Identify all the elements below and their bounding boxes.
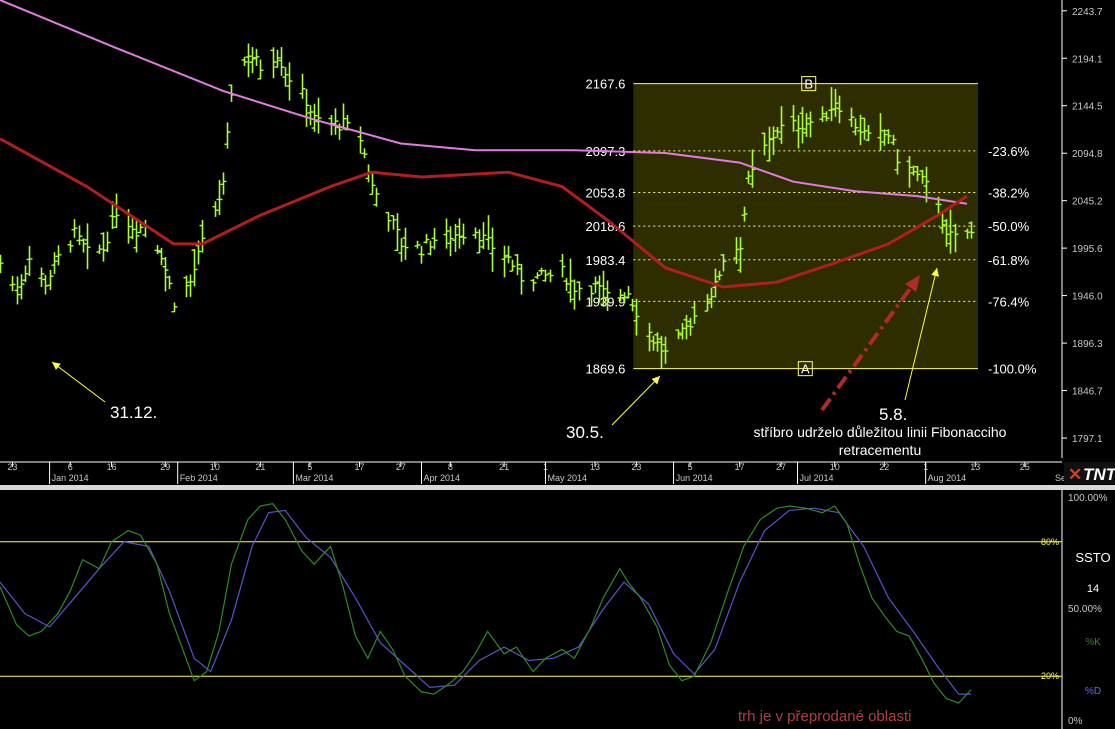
fib-price-label: 1939.9 <box>586 294 626 309</box>
date-axis-day-label: 22 <box>879 462 889 472</box>
oscillator-level-20-label: 20% <box>1041 671 1059 681</box>
annotation-comment-line2: retracementu <box>839 442 921 458</box>
price-axis-label: 2144.5 <box>1072 102 1103 113</box>
pane-separator <box>0 485 1115 490</box>
oscillator-name: SSTO <box>1075 550 1110 565</box>
oscillator-axis-top: 100.00% <box>1068 493 1108 504</box>
fib-point-b-box <box>801 76 817 92</box>
oscillator-level-80-label: 80% <box>1041 537 1059 547</box>
fib-price-label: 2053.8 <box>586 185 626 200</box>
price-axis-label: 1846.7 <box>1072 387 1103 398</box>
price-annotations: 31.12. 30.5. 5.8. stříbro udrželo důleži… <box>51 267 1007 458</box>
date-axis-day-label: 29 <box>160 462 170 472</box>
fib-point-a-box <box>797 361 813 377</box>
fib-price-label: 2167.6 <box>586 77 626 92</box>
date-axis-day-label: 5 <box>688 462 693 472</box>
price-bars <box>0 43 975 369</box>
price-axis-label: 2094.8 <box>1072 149 1103 160</box>
date-axis-day-label: 25 <box>1020 462 1030 472</box>
annotation-arrow-head <box>931 268 940 277</box>
date-axis-day-label: 21 <box>499 462 509 472</box>
price-axis-label: 1797.1 <box>1072 434 1103 445</box>
date-axis-day-label: 27 <box>776 462 786 472</box>
date-axis-month-label: May 2014 <box>547 473 587 483</box>
price-axis-label: 1995.6 <box>1072 244 1103 255</box>
fib-percent-label: -76.4% <box>988 294 1030 309</box>
fib-hold-arrow-head <box>904 275 920 293</box>
annotation-date-low-may: 30.5. <box>566 423 604 442</box>
annotation-arrow-head <box>52 362 61 371</box>
annotation-date-aug: 5.8. <box>879 405 907 424</box>
fib-price-label: 1869.6 <box>586 362 626 377</box>
date-axis-day-label: 10 <box>210 462 220 472</box>
oversold-annotation: trh je v přeprodané oblasti <box>738 708 911 725</box>
date-axis-day-label: 17 <box>735 462 745 472</box>
oscillator-d-line <box>0 507 972 695</box>
date-axis-ticks: 23616291021517278211132351727102211325Ja… <box>7 462 1030 484</box>
date-axis-month-label: Mar 2014 <box>295 473 333 483</box>
oscillator-axis-bottom: 0% <box>1068 716 1083 727</box>
date-axis: 23616291021517278211132351727102211325Ja… <box>0 458 1115 485</box>
logo-text: TNT <box>1083 465 1115 484</box>
date-axis-day-label: 21 <box>255 462 265 472</box>
price-axis-label: 2194.1 <box>1072 54 1103 65</box>
fib-price-label: 1983.4 <box>586 253 626 268</box>
date-axis-day-label: 5 <box>307 462 312 472</box>
date-axis-month-label: Jan 2014 <box>52 473 89 483</box>
price-axis-label: 1896.3 <box>1072 339 1103 350</box>
price-axis-label: 2045.2 <box>1072 197 1103 208</box>
fib-price-label: 2018.6 <box>586 219 626 234</box>
annotation-arrow-line <box>611 375 661 426</box>
annotation-date-low-dec: 31.12. <box>110 403 157 422</box>
oscillator-axis-mid: 50.00% <box>1068 604 1102 615</box>
date-axis-cut-label: Se <box>1055 473 1066 483</box>
annotation-arrow-line <box>51 361 106 403</box>
annotation-arrow-head <box>651 376 660 385</box>
date-axis-day-label: 6 <box>68 462 73 472</box>
tnt-logo: ✕ TNT <box>1064 462 1115 484</box>
fib-percent-label: -61.8% <box>988 253 1030 268</box>
oscillator-k-label: %K <box>1085 637 1101 648</box>
price-axis-label: 2243.7 <box>1072 7 1103 18</box>
logo-mark-icon: ✕ <box>1068 465 1082 484</box>
logo-background <box>1064 462 1115 484</box>
date-axis-day-label: 10 <box>830 462 840 472</box>
oscillator-k-line <box>0 503 972 704</box>
date-axis-month-label: Feb 2014 <box>180 473 218 483</box>
date-axis-day-label: 17 <box>355 462 365 472</box>
fib-percent-label: -38.2% <box>988 185 1030 200</box>
date-axis-month-label: Aug 2014 <box>928 473 967 483</box>
price-axis-ticks: 2243.7 2194.1 2144.5 2094.8 2045.2 1995.6 1946… <box>1062 7 1103 445</box>
fib-point-b-label: B <box>804 77 813 92</box>
fib-percent-label: -23.6% <box>988 144 1030 159</box>
ma-slow-line <box>0 0 968 205</box>
fib-percent-label: -50.0% <box>988 219 1030 234</box>
date-axis-month-label: Jun 2014 <box>676 473 713 483</box>
annotation-arrows <box>51 267 940 426</box>
ma-fast-line <box>0 137 968 289</box>
oscillator-pane: 80% 20% 100.00% 50.00% 0% SSTO 14 %K %D … <box>0 490 1111 729</box>
fib-point-a-label: A <box>801 362 810 377</box>
date-axis-month-label: Apr 2014 <box>423 473 460 483</box>
date-axis-day-label: 27 <box>396 462 406 472</box>
annotation-comment-line1: stříbro udrželo důležitou linii Fibonacc… <box>754 424 1007 440</box>
annotation-arrow-line <box>904 267 938 401</box>
fib-percent-label: -100.0% <box>988 362 1037 377</box>
date-axis-day-label: 16 <box>107 462 117 472</box>
date-axis-day-label: 8 <box>448 462 453 472</box>
date-axis-day-label: 13 <box>590 462 600 472</box>
oscillator-d-label: %D <box>1085 686 1101 697</box>
date-axis-day-label: 23 <box>631 462 641 472</box>
date-axis-month-label: Jul 2014 <box>800 473 834 483</box>
date-axis-day-label: 13 <box>970 462 980 472</box>
price-axis-label: 1946.0 <box>1072 292 1103 303</box>
price-axis: 2243.7 2194.1 2144.5 2094.8 2045.2 1995.6 1946… <box>1061 0 1103 462</box>
date-axis-day-label: 23 <box>7 462 17 472</box>
oscillator-period: 14 <box>1087 583 1099 595</box>
